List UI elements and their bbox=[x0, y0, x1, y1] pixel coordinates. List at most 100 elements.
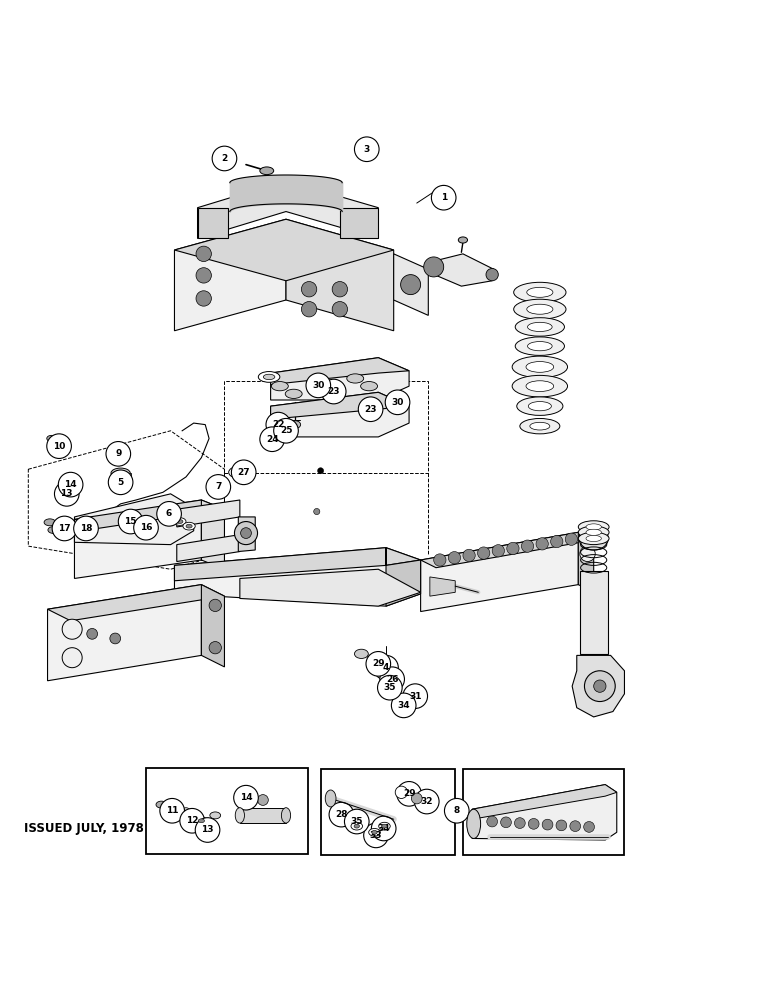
Ellipse shape bbox=[586, 524, 601, 530]
Polygon shape bbox=[239, 517, 256, 552]
Ellipse shape bbox=[183, 522, 195, 530]
Text: 13: 13 bbox=[60, 489, 73, 498]
Circle shape bbox=[556, 820, 567, 831]
Ellipse shape bbox=[407, 691, 419, 698]
Circle shape bbox=[86, 628, 97, 639]
Ellipse shape bbox=[386, 682, 398, 690]
Text: 4: 4 bbox=[383, 663, 389, 672]
Circle shape bbox=[434, 554, 446, 566]
Ellipse shape bbox=[156, 801, 167, 808]
Polygon shape bbox=[111, 473, 130, 477]
Text: 31: 31 bbox=[409, 692, 422, 701]
Circle shape bbox=[73, 516, 98, 541]
Circle shape bbox=[212, 146, 237, 171]
Circle shape bbox=[232, 460, 256, 485]
Circle shape bbox=[550, 535, 563, 548]
Ellipse shape bbox=[372, 830, 378, 834]
Circle shape bbox=[580, 546, 595, 562]
Text: 12: 12 bbox=[186, 816, 198, 825]
Ellipse shape bbox=[578, 521, 609, 533]
Ellipse shape bbox=[578, 532, 609, 545]
Circle shape bbox=[380, 667, 405, 692]
Ellipse shape bbox=[263, 374, 275, 380]
Circle shape bbox=[506, 542, 519, 555]
Polygon shape bbox=[74, 494, 194, 545]
Ellipse shape bbox=[174, 518, 186, 525]
Text: 28: 28 bbox=[335, 810, 347, 819]
Circle shape bbox=[196, 246, 212, 262]
Polygon shape bbox=[240, 569, 421, 606]
Circle shape bbox=[301, 302, 317, 317]
Ellipse shape bbox=[512, 375, 567, 397]
Circle shape bbox=[364, 823, 388, 848]
Polygon shape bbox=[74, 500, 201, 578]
Circle shape bbox=[411, 793, 422, 804]
Circle shape bbox=[63, 648, 82, 668]
Ellipse shape bbox=[527, 287, 553, 297]
Circle shape bbox=[313, 508, 320, 515]
Text: 16: 16 bbox=[140, 523, 152, 532]
Ellipse shape bbox=[47, 435, 56, 442]
Ellipse shape bbox=[515, 337, 564, 355]
Circle shape bbox=[196, 268, 212, 283]
Text: 14: 14 bbox=[64, 480, 77, 489]
Ellipse shape bbox=[281, 808, 290, 823]
Circle shape bbox=[206, 475, 231, 499]
Circle shape bbox=[403, 684, 428, 708]
Text: 22: 22 bbox=[272, 420, 285, 429]
Polygon shape bbox=[286, 219, 394, 331]
Circle shape bbox=[521, 540, 533, 552]
Circle shape bbox=[274, 418, 298, 443]
Text: 10: 10 bbox=[53, 442, 66, 451]
Text: 34: 34 bbox=[398, 701, 410, 710]
Polygon shape bbox=[430, 577, 455, 596]
Ellipse shape bbox=[229, 467, 248, 478]
Polygon shape bbox=[174, 548, 421, 581]
Circle shape bbox=[528, 818, 539, 829]
Circle shape bbox=[594, 680, 606, 692]
Polygon shape bbox=[177, 500, 240, 527]
Polygon shape bbox=[472, 785, 617, 840]
Circle shape bbox=[160, 798, 185, 823]
Text: 30: 30 bbox=[391, 398, 404, 407]
Ellipse shape bbox=[259, 372, 279, 382]
Circle shape bbox=[241, 528, 252, 538]
Text: 13: 13 bbox=[201, 825, 214, 834]
Ellipse shape bbox=[526, 381, 554, 392]
Ellipse shape bbox=[354, 824, 360, 828]
Circle shape bbox=[344, 809, 369, 834]
Text: 29: 29 bbox=[403, 789, 415, 798]
Ellipse shape bbox=[379, 822, 390, 830]
Ellipse shape bbox=[290, 421, 300, 428]
Ellipse shape bbox=[371, 657, 386, 666]
Circle shape bbox=[565, 533, 577, 545]
Circle shape bbox=[415, 789, 439, 814]
Ellipse shape bbox=[48, 527, 59, 533]
Circle shape bbox=[108, 470, 133, 495]
Ellipse shape bbox=[527, 322, 552, 332]
Circle shape bbox=[371, 816, 396, 841]
Ellipse shape bbox=[325, 790, 336, 807]
Polygon shape bbox=[48, 585, 225, 621]
Polygon shape bbox=[421, 532, 594, 568]
Circle shape bbox=[61, 477, 73, 489]
Text: 23: 23 bbox=[364, 405, 377, 414]
Circle shape bbox=[478, 547, 490, 559]
Text: 6: 6 bbox=[166, 509, 172, 518]
Ellipse shape bbox=[44, 519, 56, 526]
Ellipse shape bbox=[382, 824, 387, 828]
Ellipse shape bbox=[111, 468, 130, 478]
Polygon shape bbox=[198, 181, 378, 238]
Circle shape bbox=[493, 545, 504, 557]
Ellipse shape bbox=[520, 418, 560, 434]
Bar bbox=[320, 769, 455, 855]
Polygon shape bbox=[386, 548, 421, 606]
Circle shape bbox=[449, 552, 461, 564]
Circle shape bbox=[317, 468, 323, 474]
Ellipse shape bbox=[235, 808, 245, 823]
Circle shape bbox=[401, 275, 421, 295]
Polygon shape bbox=[201, 585, 225, 667]
Ellipse shape bbox=[586, 535, 601, 542]
Ellipse shape bbox=[168, 515, 174, 519]
Ellipse shape bbox=[285, 389, 302, 398]
